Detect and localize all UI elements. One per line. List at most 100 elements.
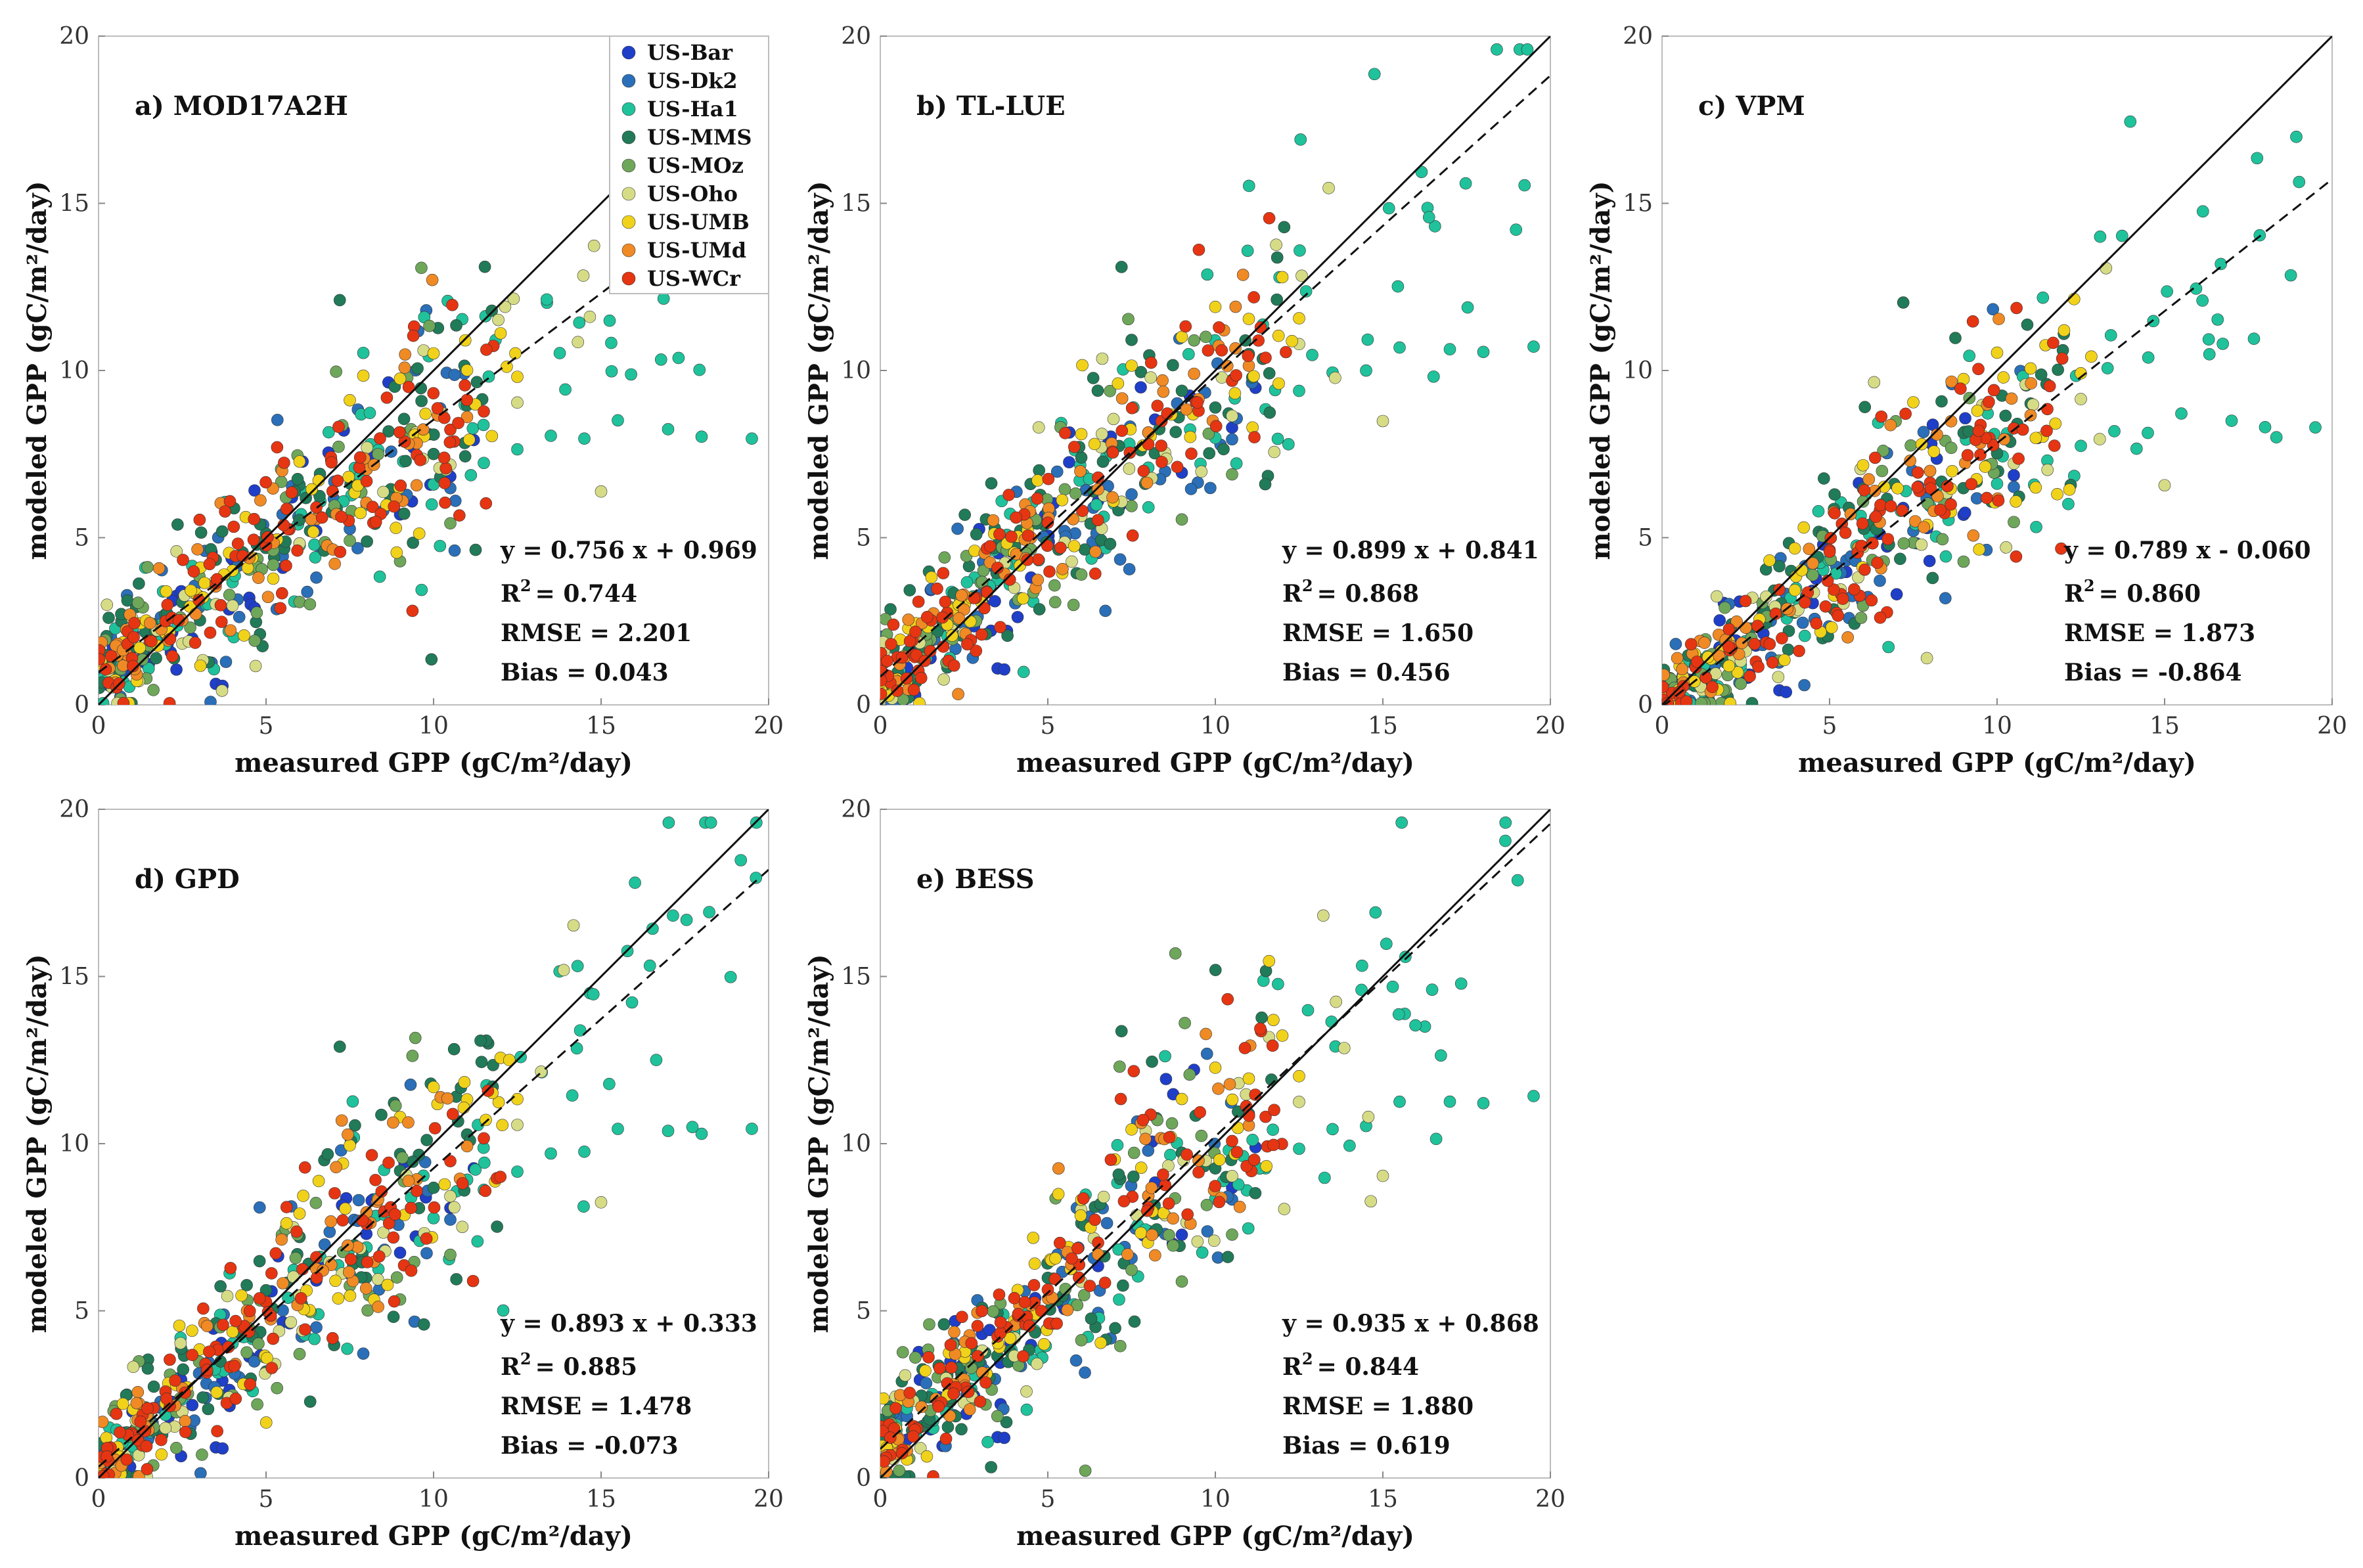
point-us-wcr	[265, 1267, 278, 1280]
point-us-umd	[179, 1415, 192, 1427]
point-us-moz	[267, 558, 280, 571]
point-us-wcr	[1752, 660, 1765, 673]
point-us-moz	[444, 517, 457, 529]
point-us-ha1	[1409, 1019, 1422, 1032]
point-us-umb	[1004, 1332, 1016, 1345]
one-to-one-line	[1662, 36, 2332, 705]
point-us-wcr	[1280, 346, 1292, 359]
point-us-moz	[1200, 330, 1212, 344]
point-us-wcr	[1125, 401, 1138, 414]
point-us-oho	[371, 1273, 384, 1286]
point-us-mms	[1818, 472, 1830, 485]
point-us-umb	[160, 585, 173, 598]
point-us-moz	[896, 1346, 909, 1358]
point-us-umb	[344, 1289, 357, 1302]
point-us-ha1	[2142, 351, 2155, 364]
point-us-moz	[1122, 313, 1135, 326]
point-us-umb	[1125, 359, 1138, 372]
point-us-mms	[491, 1221, 503, 1233]
point-us-umb	[329, 1274, 342, 1288]
point-us-wcr	[1981, 491, 1993, 504]
point-us-wcr	[1054, 541, 1067, 554]
point-us-ha1	[1393, 1095, 1406, 1108]
point-us-moz	[406, 1050, 419, 1062]
point-us-wcr	[407, 329, 420, 342]
point-us-moz	[1075, 568, 1088, 581]
legend-label: US-MOz	[647, 153, 744, 178]
point-us-wcr	[1722, 640, 1735, 654]
point-us-ha1	[1242, 179, 1255, 192]
point-us-umb	[155, 1448, 168, 1461]
point-us-ha1	[680, 914, 693, 926]
point-us-ha1	[1382, 202, 1395, 215]
point-us-wcr	[1157, 1168, 1169, 1181]
point-us-ha1	[603, 314, 616, 327]
point-us-ha1	[570, 1042, 583, 1055]
point-us-umb	[946, 629, 958, 642]
x-tick-label: 20	[754, 713, 784, 740]
point-us-oho	[1293, 1096, 1305, 1108]
point-us-mms	[1001, 629, 1014, 642]
y-tick-label: 0	[856, 1465, 871, 1492]
point-us-wcr	[452, 416, 464, 430]
point-us-umb	[1946, 465, 1958, 478]
y-axis-label: modeled GPP (gC/m²/day)	[803, 954, 834, 1333]
point-us-mms	[1271, 293, 1283, 306]
point-us-wcr	[274, 602, 286, 615]
point-us-wcr	[1874, 611, 1887, 624]
point-us-mms	[253, 1255, 266, 1268]
point-us-moz	[2008, 516, 2020, 529]
point-us-oho	[572, 336, 585, 349]
point-us-wcr	[402, 380, 415, 393]
point-us-bar	[1923, 554, 1936, 568]
point-us-wcr	[453, 509, 466, 522]
point-us-moz	[304, 598, 317, 611]
y-tick-label: 0	[856, 692, 871, 719]
point-us-wcr	[466, 1274, 480, 1288]
y-tick-label: 10	[59, 1131, 89, 1157]
point-us-ha1	[1325, 1016, 1338, 1028]
point-us-ha1	[2062, 497, 2075, 510]
point-us-ha1	[2124, 115, 2137, 128]
point-us-ha1	[2215, 258, 2227, 271]
legend-label: US-UMB	[647, 210, 750, 235]
point-us-umb	[1088, 437, 1101, 451]
point-us-wcr	[405, 1265, 418, 1277]
point-us-umb	[501, 360, 513, 373]
point-us-ha1	[1391, 280, 1405, 293]
y-tick-label: 15	[59, 964, 89, 991]
point-us-ha1	[695, 1127, 708, 1140]
point-us-umd	[1807, 557, 1819, 570]
point-us-bar	[1135, 381, 1147, 393]
point-us-mms	[1115, 1025, 1128, 1038]
point-us-wcr	[224, 1262, 237, 1274]
point-us-dk2	[1939, 592, 1952, 605]
point-us-wcr	[420, 1232, 433, 1245]
point-us-wcr	[912, 595, 925, 608]
point-us-moz	[131, 596, 145, 609]
point-us-wcr	[1072, 1271, 1085, 1284]
point-us-umb	[259, 1416, 273, 1429]
point-us-moz	[1165, 1117, 1179, 1130]
point-us-umd	[144, 617, 156, 629]
point-us-oho	[2027, 398, 2040, 411]
point-us-umb	[1927, 445, 1941, 458]
point-us-ha1	[1306, 349, 1318, 361]
point-us-moz	[1075, 1333, 1088, 1347]
point-us-mms	[333, 1041, 346, 1053]
point-us-moz	[344, 534, 356, 547]
point-us-ha1	[1164, 1148, 1177, 1161]
point-us-umb	[413, 527, 426, 540]
point-us-ha1	[667, 909, 679, 922]
point-us-wcr	[227, 520, 240, 533]
point-us-umd	[1089, 545, 1102, 558]
point-us-wcr	[131, 1433, 145, 1446]
y-tick-label: 10	[1623, 357, 1653, 384]
point-us-wcr	[976, 628, 988, 641]
point-us-oho	[1144, 371, 1157, 384]
x-tick-label: 5	[1041, 713, 1056, 740]
point-us-wcr	[217, 1318, 229, 1332]
y-tick-label: 5	[856, 525, 871, 552]
point-us-moz	[293, 1347, 306, 1360]
point-us-ha1	[309, 551, 322, 564]
